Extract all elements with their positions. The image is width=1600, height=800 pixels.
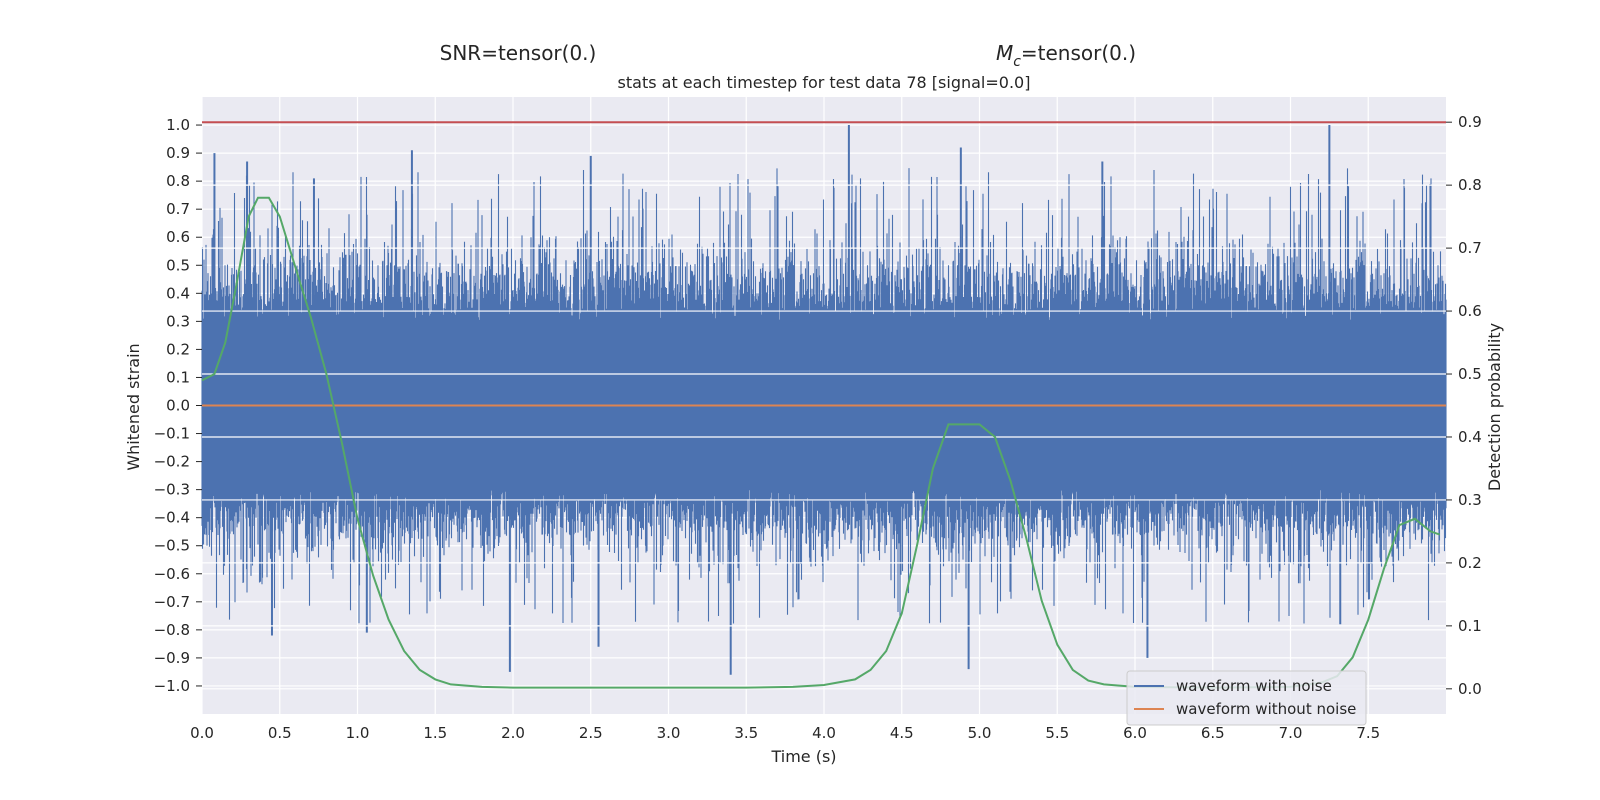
y-axis-right-ticks: 0.9 0.8 0.7 0.6 0.5 0.4 0.3 0.2 0.1 0.0 — [1446, 113, 1482, 698]
series-waveform-with-noise — [201, 121, 1447, 690]
x-tick-label-0: 0.0 — [190, 724, 214, 742]
y-right-tick-label-7: 0.2 — [1458, 554, 1482, 572]
y-left-tick-label-1: 0.9 — [166, 144, 190, 162]
x-tick-label-13: 6.5 — [1201, 724, 1225, 742]
x-tick-label-12: 6.0 — [1123, 724, 1147, 742]
y-left-tick-label-17: −0.7 — [154, 593, 190, 611]
y-left-tick-label-16: −0.6 — [154, 565, 190, 583]
legend-label-noise: waveform with noise — [1176, 677, 1332, 695]
x-tick-label-10: 5.0 — [968, 724, 992, 742]
y-right-tick-label-8: 0.1 — [1458, 617, 1482, 635]
legend: waveform with noise waveform without noi… — [1126, 670, 1367, 726]
y-left-tick-label-4: 0.6 — [166, 228, 190, 246]
legend-box — [1126, 670, 1367, 726]
mc-symbol: M — [996, 41, 1013, 65]
y-axis-left-label: Whitened strain — [124, 343, 143, 470]
y-right-tick-label-6: 0.3 — [1458, 491, 1482, 509]
y-right-tick-label-2: 0.7 — [1458, 239, 1482, 257]
y-left-tick-label-14: −0.4 — [154, 509, 190, 527]
x-tick-label-7: 3.5 — [734, 724, 758, 742]
y-left-tick-label-15: −0.5 — [154, 537, 190, 555]
x-tick-label-15: 7.5 — [1356, 724, 1380, 742]
y-right-tick-label-1: 0.8 — [1458, 176, 1482, 194]
chart-title: stats at each timestep for test data 78 … — [618, 73, 1031, 92]
y-right-tick-label-3: 0.6 — [1458, 302, 1482, 320]
x-axis-ticks: 0.0 0.5 1.0 1.5 2.0 2.5 3.0 3.5 4.0 4.5 5.0 5.5 6.0 6… — [190, 724, 1380, 742]
x-tick-label-1: 0.5 — [268, 724, 292, 742]
noise-trace-body — [201, 168, 1447, 624]
y-right-tick-label-9: 0.0 — [1458, 680, 1482, 698]
y-right-tick-label-0: 0.9 — [1458, 113, 1482, 131]
x-tick-label-2: 1.0 — [346, 724, 370, 742]
snr-title: SNR=tensor(0.) — [440, 41, 597, 65]
y-left-tick-label-10: 0.0 — [166, 397, 190, 415]
y-left-tick-label-20: −1.0 — [154, 677, 190, 695]
y-left-tick-label-18: −0.8 — [154, 621, 190, 639]
y-left-tick-label-5: 0.5 — [166, 256, 190, 274]
y-left-tick-label-11: −0.1 — [154, 425, 190, 443]
mc-title: Mc=tensor(0.) — [996, 41, 1136, 70]
y-left-tick-label-7: 0.3 — [166, 312, 190, 330]
x-axis-label: Time (s) — [770, 747, 836, 766]
y-left-tick-label-9: 0.1 — [166, 368, 190, 386]
mc-subscript: c — [1013, 54, 1021, 70]
x-tick-label-8: 4.0 — [812, 724, 836, 742]
y-left-tick-label-19: −0.9 — [154, 649, 190, 667]
y-right-tick-label-5: 0.4 — [1458, 428, 1482, 446]
x-tick-label-11: 5.5 — [1045, 724, 1069, 742]
y-left-tick-label-2: 0.8 — [166, 172, 190, 190]
y-left-tick-label-13: −0.3 — [154, 481, 190, 499]
x-tick-label-4: 2.0 — [501, 724, 525, 742]
y-left-tick-label-3: 0.7 — [166, 200, 190, 218]
x-tick-label-14: 7.0 — [1279, 724, 1303, 742]
y-axis-right-label: Detection probability — [1485, 323, 1504, 491]
x-tick-label-9: 4.5 — [890, 724, 914, 742]
x-tick-label-3: 1.5 — [423, 724, 447, 742]
y-right-tick-label-4: 0.5 — [1458, 365, 1482, 383]
y-axis-left-ticks: 1.0 0.9 0.8 0.7 0.6 0.5 0.4 0.3 0.2 0.1 0.0 −0.1 −0.… — [154, 116, 202, 695]
mc-rest: =tensor(0.) — [1021, 41, 1136, 65]
legend-label-clean: waveform without noise — [1176, 700, 1356, 718]
y-left-tick-label-6: 0.4 — [166, 284, 190, 302]
x-tick-label-6: 3.0 — [657, 724, 681, 742]
y-left-tick-label-0: 1.0 — [166, 116, 190, 134]
y-left-tick-label-8: 0.2 — [166, 340, 190, 358]
x-tick-label-5: 2.5 — [579, 724, 603, 742]
y-left-tick-label-12: −0.2 — [154, 453, 190, 471]
